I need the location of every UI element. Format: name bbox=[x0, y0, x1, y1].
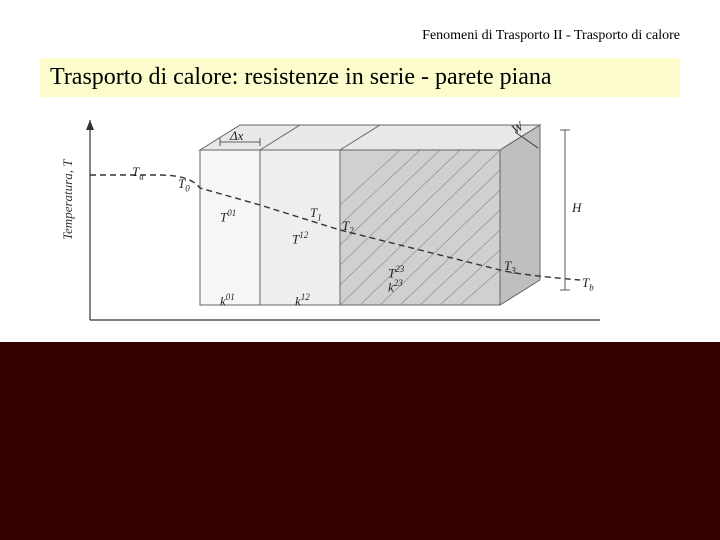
label-T12: T12 bbox=[292, 230, 308, 247]
label-k01: k01 bbox=[220, 292, 235, 309]
label-dx: Δx bbox=[230, 128, 243, 144]
label-T0: T0 bbox=[178, 176, 190, 194]
label-Ta: Ta bbox=[132, 164, 144, 182]
diagram: Temperatura, T bbox=[60, 120, 620, 340]
label-k12: k12 bbox=[295, 292, 310, 309]
footer-band bbox=[0, 342, 720, 540]
wall-diagram-svg bbox=[60, 120, 620, 340]
y-axis-label: Temperatura, T bbox=[60, 160, 76, 240]
label-T01: T01 bbox=[220, 208, 236, 225]
label-k23: k23 bbox=[388, 278, 403, 295]
label-Tb: Tb bbox=[582, 275, 594, 293]
label-H: H bbox=[572, 200, 581, 216]
course-header: Fenomeni di Trasporto II - Trasporto di … bbox=[422, 28, 680, 44]
label-T3: T3 bbox=[504, 258, 516, 276]
slide-title: Trasporto di calore: resistenze in serie… bbox=[40, 58, 680, 97]
label-T2: T2 bbox=[342, 218, 354, 236]
label-T1: T1 bbox=[310, 205, 322, 223]
